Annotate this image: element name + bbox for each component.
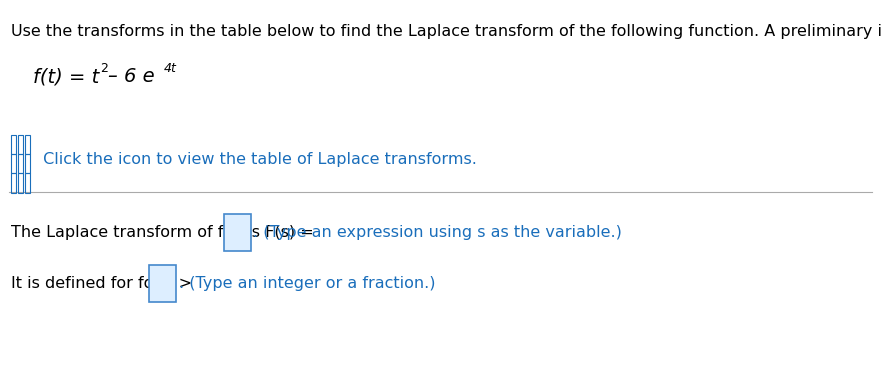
Text: Click the icon to view the table of Laplace transforms.: Click the icon to view the table of Lapl…: [38, 152, 477, 167]
Text: – 6 e: – 6 e: [108, 67, 155, 86]
Text: Use the transforms in the table below to find the Laplace transform of the follo: Use the transforms in the table below to…: [11, 24, 881, 39]
Text: . (Type an integer or a fraction.): . (Type an integer or a fraction.): [179, 276, 435, 291]
Text: 4t: 4t: [164, 63, 177, 75]
Text: . (Type an expression using s as the variable.): . (Type an expression using s as the var…: [254, 225, 622, 240]
Text: It is defined for for s >: It is defined for for s >: [11, 276, 196, 291]
FancyBboxPatch shape: [225, 214, 251, 251]
Text: f(t) = t: f(t) = t: [33, 67, 100, 86]
Text: The Laplace transform of f(t) is F(s) =: The Laplace transform of f(t) is F(s) =: [11, 225, 318, 240]
FancyBboxPatch shape: [150, 265, 176, 302]
Text: 2: 2: [100, 63, 108, 75]
